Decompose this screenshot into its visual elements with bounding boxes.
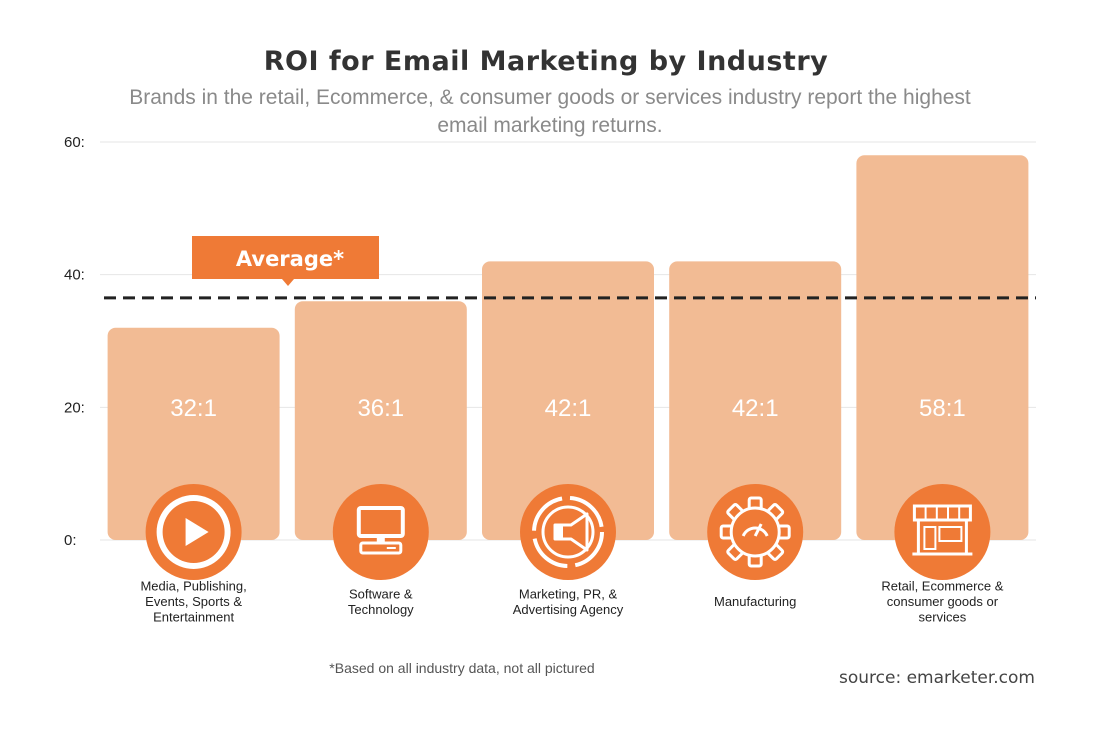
category-label: Marketing, PR, & Advertising Agency (513, 586, 624, 617)
play-icon (145, 484, 242, 580)
average-label: Average* (236, 247, 344, 271)
y-tick-label: 40: (64, 267, 85, 284)
bar-value-label: 32:1 (170, 395, 217, 422)
y-tick-label: 0: (64, 532, 77, 549)
bar (294, 301, 467, 540)
footnote: *Based on all industry data, not all pic… (329, 660, 594, 676)
bar (856, 155, 1029, 540)
average-callout-pointer (282, 279, 294, 286)
category-label: Retail, Ecommerce & consumer goods or serv… (881, 579, 1003, 625)
category-label: Software & Technology (348, 586, 414, 617)
computer-icon (332, 484, 429, 580)
category-label: Manufacturing (714, 594, 796, 609)
y-tick-label: 20: (64, 399, 85, 416)
storefront-icon (894, 484, 991, 580)
bar (482, 261, 654, 540)
bar (107, 327, 280, 540)
category-label: Media, Publishing, Events, Sports & Entert… (140, 579, 246, 625)
bar-value-label: 42:1 (545, 395, 592, 422)
chart-subtitle-line-1: Brands in the retail, Ecommerce, & consu… (129, 86, 971, 109)
chart-subtitle-line-2: email marketing returns. (437, 114, 662, 137)
chart-title: ROI for Email Marketing by Industry (264, 46, 829, 77)
gear-icon (707, 484, 804, 580)
megaphone-icon (520, 484, 616, 580)
bar-value-label: 58:1 (919, 395, 966, 422)
bar (669, 261, 842, 540)
y-tick-label: 60: (64, 134, 85, 151)
bar-value-label: 36:1 (357, 395, 404, 422)
source-credit: source: emarketer.com (839, 668, 1035, 688)
bar-value-label: 42:1 (732, 395, 779, 422)
average-callout (192, 236, 379, 279)
